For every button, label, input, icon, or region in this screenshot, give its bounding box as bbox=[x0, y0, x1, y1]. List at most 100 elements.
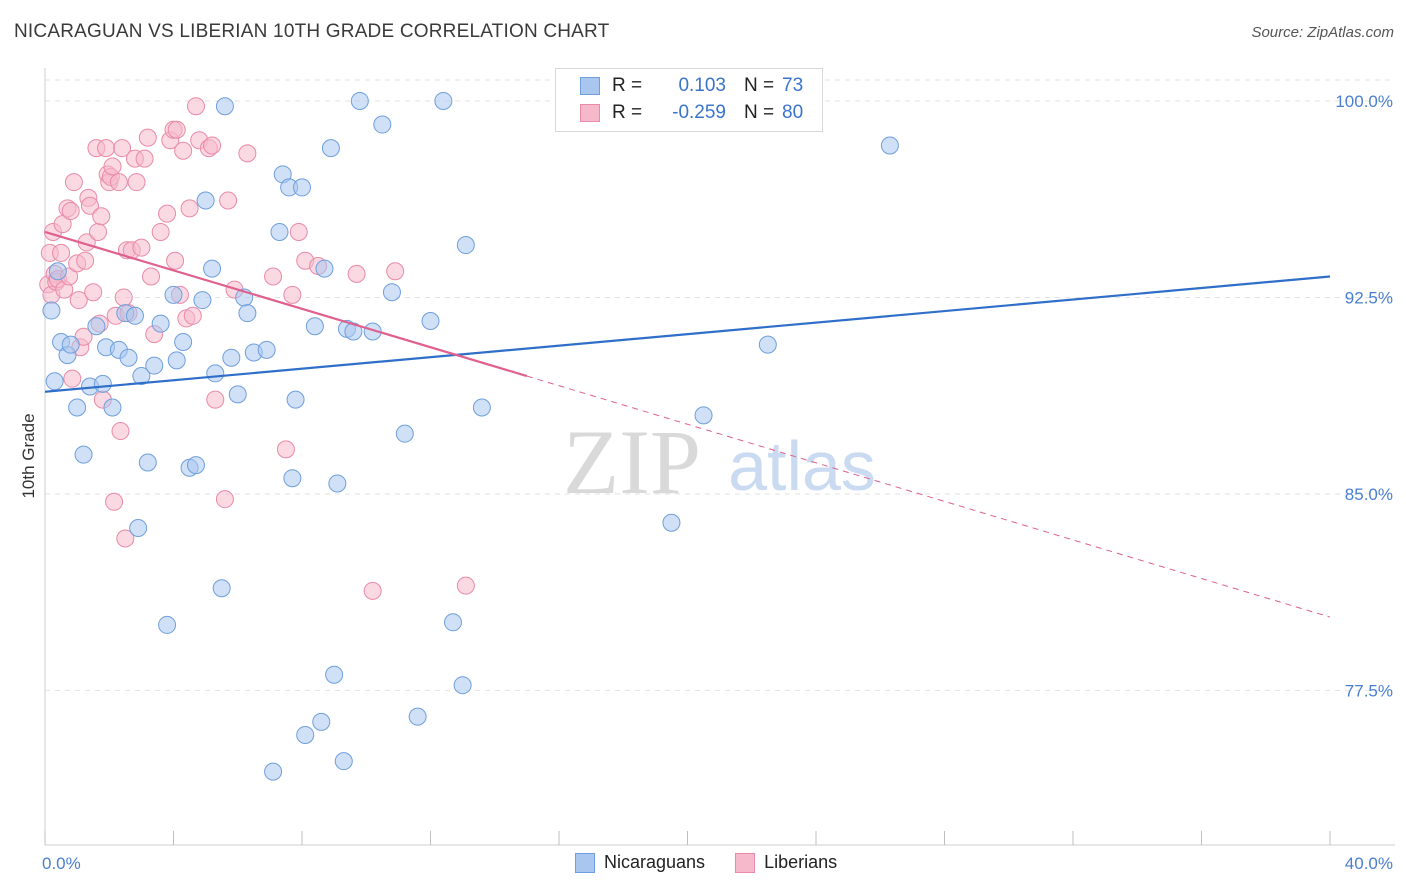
blue-swatch bbox=[580, 77, 600, 95]
liberian-point bbox=[363, 581, 382, 600]
stats-legend: R = 0.103 N = 73 R = -0.259 N = 80 bbox=[555, 68, 823, 132]
r-value: 0.103 bbox=[678, 75, 726, 96]
n-value: 73 bbox=[782, 75, 804, 96]
nicaraguan-point bbox=[164, 285, 183, 304]
nicaraguan-point bbox=[421, 312, 440, 331]
watermark-atlas: atlas bbox=[728, 427, 876, 505]
legend-item-liberians[interactable]: Liberians bbox=[735, 852, 837, 873]
liberian-point bbox=[167, 120, 186, 139]
liberian-point bbox=[97, 139, 116, 158]
nicaraguan-point bbox=[395, 424, 414, 443]
legend-label: Liberians bbox=[764, 852, 838, 872]
nicaraguan-point bbox=[434, 91, 453, 110]
nicaraguan-point bbox=[48, 262, 67, 281]
nicaraguan-point bbox=[296, 725, 315, 744]
y-tick-label: 92.5% bbox=[1345, 288, 1393, 307]
nicaraguan-point bbox=[138, 453, 157, 472]
nicaraguan-point bbox=[880, 136, 899, 155]
liberians-trend-line bbox=[44, 230, 528, 378]
y-tick-label: 77.5% bbox=[1345, 681, 1393, 700]
x-tick-label: 0.0% bbox=[42, 854, 81, 873]
nicaraguan-point bbox=[321, 139, 340, 158]
nicaraguan-point bbox=[312, 712, 331, 731]
nicaraguan-point bbox=[45, 372, 64, 391]
legend-row-liberians: R = -0.259 N = 80 bbox=[580, 101, 803, 125]
tick-labels: 77.5% 85.0% 92.5% 100.0% 0.0% 40.0% bbox=[42, 92, 1393, 873]
nicaraguan-point bbox=[305, 317, 324, 336]
y-tick-label: 100.0% bbox=[1335, 92, 1393, 111]
liberian-point bbox=[64, 173, 83, 192]
nicaraguan-point bbox=[228, 385, 247, 404]
nicaraguan-point bbox=[334, 752, 353, 771]
liberian-point bbox=[105, 492, 124, 511]
nicaraguan-point bbox=[145, 356, 164, 375]
nicaraguan-point bbox=[328, 474, 347, 493]
nicaraguan-point bbox=[87, 317, 106, 336]
pink-swatch bbox=[735, 852, 756, 873]
liberian-point bbox=[116, 529, 135, 548]
liberian-point bbox=[347, 264, 366, 283]
nicaraguan-point bbox=[212, 579, 231, 598]
nicaraguan-point bbox=[186, 456, 205, 475]
nicaraguan-point bbox=[151, 314, 170, 333]
nicaraguan-point bbox=[222, 348, 241, 367]
r-label: R = bbox=[612, 75, 643, 96]
nicaraguan-point bbox=[344, 322, 363, 341]
pink-swatch bbox=[580, 104, 600, 122]
liberian-point bbox=[61, 201, 80, 220]
liberian-point bbox=[283, 285, 302, 304]
nicaraguan-point bbox=[270, 222, 289, 241]
liberian-point bbox=[289, 222, 308, 241]
nicaraguans-points bbox=[42, 91, 899, 781]
nicaraguan-point bbox=[293, 178, 311, 197]
liberian-point bbox=[219, 191, 238, 210]
nicaraguan-point bbox=[373, 115, 392, 134]
r-value: -0.259 bbox=[672, 102, 726, 123]
nicaraguan-point bbox=[286, 390, 305, 409]
nicaraguan-point bbox=[68, 398, 87, 417]
nicaraguan-point bbox=[167, 351, 186, 370]
liberian-point bbox=[215, 490, 234, 509]
liberian-point bbox=[103, 157, 122, 176]
liberian-point bbox=[183, 306, 202, 325]
liberian-point bbox=[203, 136, 222, 155]
nicaraguan-point bbox=[129, 518, 148, 537]
nicaraguan-point bbox=[196, 191, 215, 210]
nicaraguans-trend-line bbox=[44, 275, 1331, 393]
nicaraguan-point bbox=[215, 97, 234, 116]
n-value: 80 bbox=[782, 102, 804, 123]
liberian-point bbox=[138, 128, 157, 147]
nicaraguan-point bbox=[132, 367, 151, 386]
y-axis-label: 10th Grade bbox=[19, 413, 38, 498]
liberian-point bbox=[84, 283, 103, 302]
nicaraguan-point bbox=[456, 236, 475, 255]
liberian-point bbox=[276, 440, 295, 459]
nicaraguan-point bbox=[74, 445, 93, 464]
liberian-point bbox=[166, 251, 185, 270]
liberian-point bbox=[109, 173, 128, 192]
nicaraguan-point bbox=[257, 340, 276, 359]
nicaraguan-point bbox=[382, 283, 401, 302]
liberian-point bbox=[135, 149, 154, 168]
n-label: N = bbox=[744, 102, 775, 123]
r-label: R = bbox=[612, 102, 643, 123]
liberian-point bbox=[127, 173, 146, 192]
liberian-point bbox=[76, 251, 95, 270]
legend-item-nicaraguans[interactable]: Nicaraguans bbox=[575, 852, 705, 873]
nicaraguan-point bbox=[315, 259, 334, 278]
nicaraguan-point bbox=[453, 676, 472, 695]
liberian-point bbox=[158, 204, 177, 223]
nicaraguan-point bbox=[174, 332, 193, 351]
axes bbox=[44, 68, 1395, 846]
nicaraguan-point bbox=[206, 364, 225, 383]
liberian-point bbox=[186, 97, 205, 116]
nicaraguan-point bbox=[42, 301, 61, 320]
nicaraguan-point bbox=[203, 259, 222, 278]
nicaraguan-point bbox=[61, 335, 80, 354]
liberians-trend-extension bbox=[526, 375, 1331, 618]
chart-title: NICARAGUAN VS LIBERIAN 10TH GRADE CORREL… bbox=[14, 21, 610, 42]
nicaraguan-point bbox=[694, 406, 713, 425]
nicaraguan-point bbox=[119, 348, 138, 367]
nicaraguan-point bbox=[158, 615, 177, 634]
